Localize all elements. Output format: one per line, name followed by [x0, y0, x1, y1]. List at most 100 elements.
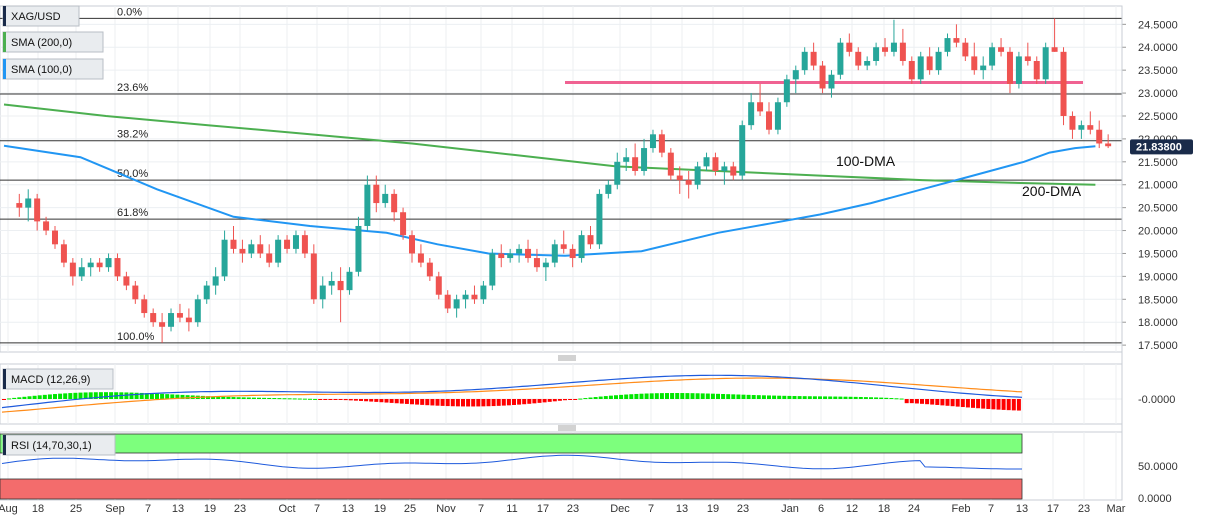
macd-histogram-bar [619, 394, 624, 399]
macd-histogram-bar [659, 393, 664, 399]
macd-histogram-bar [649, 393, 654, 399]
rsi-layer [0, 433, 1023, 500]
macd-y-tick-label: -0.0000 [1138, 394, 1175, 406]
macd-histogram-bar [940, 399, 945, 406]
dma100-label: 100-DMA [836, 153, 896, 169]
macd-histogram-bar [450, 399, 455, 407]
rsi-line [1, 454, 1022, 470]
macd-histogram-bar [308, 398, 312, 400]
macd-histogram-bar [292, 398, 297, 400]
macd-histogram-bar [843, 396, 848, 399]
candle-up [87, 262, 94, 268]
macd-histogram-bar [542, 399, 547, 403]
candle-down [926, 56, 933, 71]
candle-up [453, 299, 460, 309]
macd-histogram-bar [960, 399, 965, 408]
candle-down [525, 248, 532, 259]
candle-down [962, 42, 969, 57]
macd-histogram-bar [323, 399, 328, 400]
candle-down [266, 253, 273, 263]
legend-macd[interactable]: MACD (12,26,9) [2, 368, 114, 390]
macd-histogram-bar [257, 397, 261, 399]
candle-down [444, 294, 451, 309]
current-price-value: 21.83800 [1136, 141, 1182, 153]
macd-histogram-bar [328, 399, 333, 400]
candle-down [1105, 143, 1112, 147]
macd-histogram-bar [277, 398, 282, 400]
candle-up [78, 267, 85, 277]
y-tick-label: 21.0000 [1138, 180, 1178, 192]
macd-histogram-bar [710, 393, 715, 399]
candle-down [757, 102, 764, 112]
candle-up [890, 42, 897, 52]
macd-histogram-bar [394, 399, 399, 404]
candle-up [739, 125, 746, 176]
x-tick-label: 7 [648, 503, 654, 515]
candle-up [614, 161, 621, 185]
candle-down [667, 152, 674, 176]
macd-histogram-bar [445, 399, 450, 407]
macd-histogram-bar [644, 393, 649, 399]
fibonacci-level-label: 100.0% [117, 331, 155, 343]
macd-histogram-bar [756, 395, 761, 399]
x-tick-label: 25 [404, 503, 416, 515]
macd-histogram-bar [144, 393, 149, 399]
sma100-line [3, 144, 1096, 257]
macd-histogram-bar [88, 392, 93, 399]
macd-histogram-bar [338, 399, 343, 400]
candle-up [319, 285, 326, 300]
candle-up [917, 56, 924, 80]
candle-down [560, 244, 567, 249]
candle-down [1096, 129, 1103, 144]
candle-down [257, 244, 264, 254]
macd-histogram-bar [359, 399, 363, 401]
candle-down [150, 313, 157, 323]
legend-rsi[interactable]: RSI (14,70,30,1) [2, 434, 116, 456]
macd-histogram-bar [741, 394, 746, 399]
macd-histogram-bar [716, 393, 720, 399]
macd-histogram-bar [17, 397, 22, 399]
macd-histogram-bar [185, 395, 190, 399]
y-tick-label: 22.5000 [1138, 111, 1178, 123]
candle-up [774, 102, 781, 130]
candle-down [1033, 60, 1040, 80]
candle-down [498, 253, 505, 259]
macd-histogram-bar [476, 399, 481, 407]
legend-sma200[interactable]: SMA (200,0) [2, 31, 104, 53]
candle-up [944, 38, 951, 52]
macd-histogram-bar [568, 399, 573, 400]
macd-histogram-bar [654, 393, 659, 399]
candle-up [828, 74, 835, 89]
sma200-legend-label: SMA (200,0) [11, 37, 72, 49]
candle-down [43, 221, 50, 231]
macd-histogram-bar [206, 396, 210, 399]
rsi-y-tick-label: 0.0000 [1138, 493, 1172, 505]
x-tick-label: 19 [204, 503, 216, 515]
x-tick-label: 25 [70, 503, 82, 515]
macd-histogram-bar [787, 395, 792, 399]
macd-histogram-bar [955, 399, 960, 407]
macd-histogram-bar [302, 398, 307, 400]
candle-up [748, 102, 755, 126]
legend-sma100[interactable]: SMA (100,0) [2, 58, 104, 80]
candle-up [364, 184, 371, 226]
candle-up [25, 198, 32, 208]
macd-histogram-bar [343, 399, 348, 401]
macd-histogram-bar [68, 393, 73, 399]
candle-up [721, 166, 728, 171]
macd-histogram-bar [914, 399, 919, 404]
x-tick-label: 18 [32, 503, 44, 515]
macd-histogram-bar [491, 399, 496, 407]
legend-instrument[interactable]: XAG/USD [2, 5, 80, 27]
y-tick-label: 18.5000 [1138, 294, 1178, 306]
candle-up [1078, 125, 1085, 130]
y-tick-label: 24.0000 [1138, 42, 1178, 54]
candle-down [658, 134, 665, 153]
macd-histogram-bar [369, 399, 374, 402]
macd-histogram-bar [879, 397, 884, 399]
macd-histogram-bar [598, 396, 603, 399]
candle-down [533, 258, 540, 268]
candle-down [899, 42, 906, 61]
candle-up [649, 134, 656, 149]
